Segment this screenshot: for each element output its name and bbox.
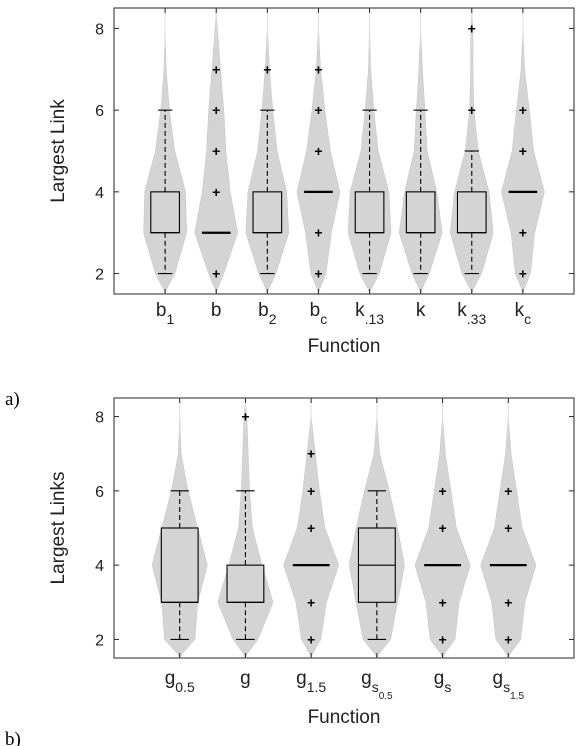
outlier-marker: + <box>307 446 315 462</box>
outlier-marker: + <box>212 184 220 200</box>
x-tick-label: gs1.5 <box>493 668 525 702</box>
y-tick-label: 4 <box>95 185 104 202</box>
plot-frame <box>113 397 575 659</box>
violin <box>283 398 340 660</box>
x-tick-label: g <box>240 668 251 689</box>
outlier-marker: + <box>468 20 476 36</box>
x-tick-label: g0.5 <box>165 668 195 695</box>
panel-a: + + + + + + + + + + + + + + + + +2 4 6 8 b1 b b2 bc k.13 k k.33 kc F… <box>5 7 575 410</box>
x-tick-label: gs0.5 <box>361 668 393 702</box>
outlier-marker: + <box>307 483 315 499</box>
panel-letter: b) <box>5 729 21 746</box>
x-tick-label: g1.5 <box>296 668 326 695</box>
outlier-marker: + <box>519 266 527 282</box>
outlier-marker: + <box>438 631 446 647</box>
outlier-marker: + <box>519 225 527 241</box>
outlier-marker: + <box>314 102 322 118</box>
violin <box>501 8 545 295</box>
outlier-marker: + <box>468 102 476 118</box>
x-tick-label: k <box>416 300 426 321</box>
outlier-marker: + <box>519 143 527 159</box>
x-tick-label: gs <box>434 668 452 695</box>
x-tick-label: b2 <box>258 300 277 327</box>
y-tick-label: 6 <box>95 103 104 120</box>
violin <box>194 8 239 295</box>
outlier-marker: + <box>519 102 527 118</box>
violin <box>414 398 471 659</box>
outlier-marker: + <box>307 594 315 610</box>
y-axis-label: Largest Link <box>48 99 69 203</box>
outlier-marker: + <box>241 409 249 425</box>
outlier-marker: + <box>314 143 322 159</box>
x-tick-label: k.33 <box>457 300 486 327</box>
y-tick-label: 8 <box>95 21 104 38</box>
outlier-marker: + <box>307 631 315 647</box>
y-tick-label: 4 <box>95 558 104 575</box>
x-tick-label: b <box>211 300 222 321</box>
outlier-marker: + <box>212 266 220 282</box>
x-tick-label: b1 <box>156 300 175 327</box>
outlier-marker: + <box>438 483 446 499</box>
y-tick-label: 2 <box>95 632 104 649</box>
outlier-marker: + <box>438 520 446 536</box>
y-axis-label: Largest Links <box>48 471 69 584</box>
outlier-marker: + <box>314 61 322 77</box>
outlier-marker: + <box>212 61 220 77</box>
outlier-marker: + <box>438 594 446 610</box>
outlier-marker: + <box>212 143 220 159</box>
outlier-marker: + <box>307 520 315 536</box>
outlier-marker: + <box>504 483 512 499</box>
x-tick-label: k.13 <box>355 300 384 327</box>
outlier-marker: + <box>504 594 512 610</box>
outlier-marker: + <box>504 520 512 536</box>
panel-b: + + + + + + + + + + + + + +2 4 6 8 g0.5 g g1.5 gs0.5 gs gs1.5 F… <box>5 397 575 746</box>
outlier-marker: + <box>314 266 322 282</box>
plot-frame <box>113 7 575 295</box>
x-axis-label: Function <box>308 707 381 728</box>
y-tick-label: 2 <box>95 267 104 284</box>
violin <box>296 8 341 295</box>
y-tick-label: 8 <box>95 410 104 427</box>
outlier-marker: + <box>314 225 322 241</box>
x-tick-label: bc <box>310 300 328 327</box>
panel-letter: a) <box>5 389 20 410</box>
outlier-marker: + <box>504 631 512 647</box>
outlier-marker: + <box>263 61 271 77</box>
violin <box>480 398 537 659</box>
y-tick-label: 6 <box>95 484 104 501</box>
x-tick-label: kc <box>515 300 532 327</box>
x-axis-label: Function <box>308 336 381 357</box>
outlier-marker: + <box>212 102 220 118</box>
